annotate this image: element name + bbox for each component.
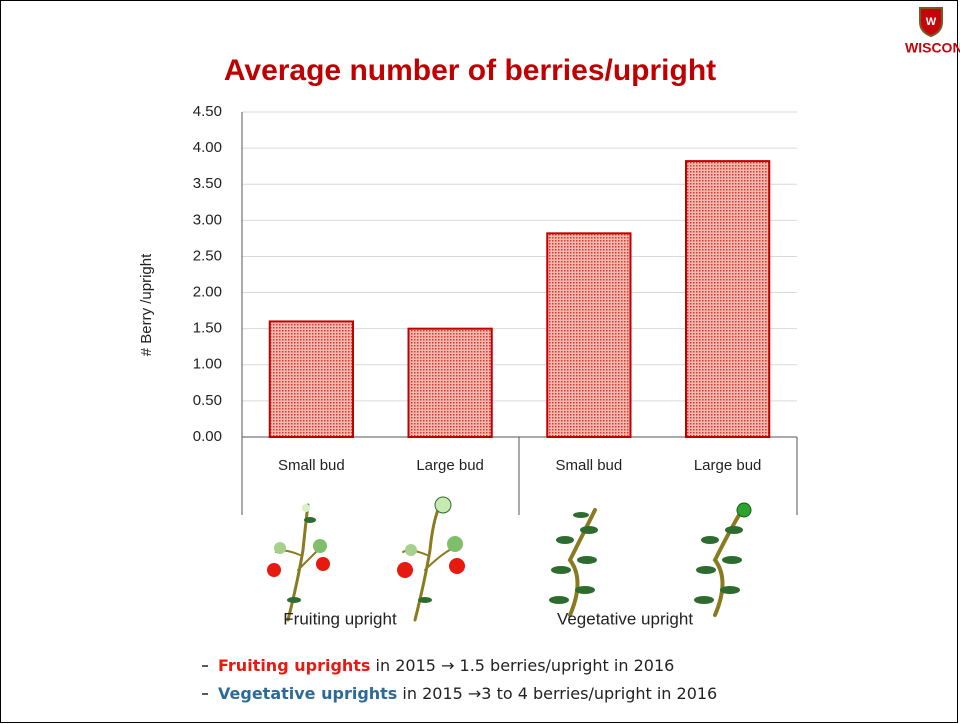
note-highlight: Vegetative uprights xyxy=(218,684,397,703)
note-highlight: Fruiting uprights xyxy=(218,656,370,675)
chart: Average number of berries/upright # Berr… xyxy=(0,0,960,724)
bar xyxy=(270,321,353,437)
slide: Average number of berries/upright # Berr… xyxy=(0,0,960,724)
y-tick-label: 2.00 xyxy=(193,284,222,301)
y-axis-label: # Berry /upright xyxy=(138,253,155,356)
y-tick-label: 2.50 xyxy=(193,247,222,264)
y-tick-label: 3.50 xyxy=(193,175,222,192)
y-tick-label: 4.00 xyxy=(193,139,222,156)
bar xyxy=(409,329,492,437)
note: Vegetative uprights in 2015 →3 to 4 berr… xyxy=(218,684,717,703)
logo-text: WISCONSIN xyxy=(905,40,960,56)
group-label: Vegetative upright xyxy=(557,609,693,628)
bar xyxy=(686,161,769,437)
y-tick-label: 0.50 xyxy=(193,392,222,409)
y-tick-label: 1.00 xyxy=(193,356,222,373)
y-tick-label: 4.50 xyxy=(193,103,222,120)
note: Fruiting uprights in 2015 → 1.5 berries/… xyxy=(218,656,674,675)
y-tick-label: 3.00 xyxy=(193,211,222,228)
y-tick-label: 1.50 xyxy=(193,320,222,337)
y-tick-label: 0.00 xyxy=(193,428,222,445)
chart-title: Average number of berries/upright xyxy=(224,54,716,87)
x-tick-label: Large bud xyxy=(694,457,762,474)
x-tick-label: Small bud xyxy=(556,457,623,474)
note-text: in 2015 →3 to 4 berries/upright in 2016 xyxy=(397,684,717,703)
x-tick-label: Large bud xyxy=(416,457,484,474)
group-label: Fruiting upright xyxy=(283,609,397,628)
logo-letter: W xyxy=(926,16,937,28)
logo: W WISCONSIN xyxy=(905,8,960,56)
x-tick-label: Small bud xyxy=(278,457,345,474)
plant-illustrations xyxy=(267,497,751,620)
note-text: in 2015 → 1.5 berries/upright in 2016 xyxy=(370,656,674,675)
bar xyxy=(547,233,630,437)
